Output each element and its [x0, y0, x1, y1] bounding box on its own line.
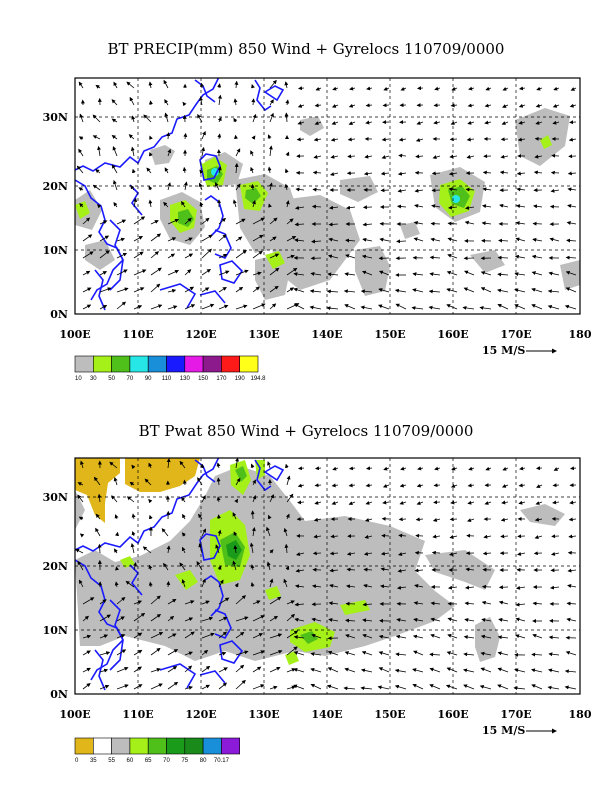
- colorbar-label: 70: [163, 758, 170, 764]
- colorbar-label: 0: [75, 758, 79, 764]
- colorbar-label: 75: [181, 758, 188, 764]
- panel-2-frame: [74, 457, 581, 695]
- x-tick-label: 150E: [374, 708, 405, 721]
- colorbar-swatch: [166, 737, 186, 755]
- x-tick-label: 120E: [185, 708, 216, 721]
- y-tick-label: 10N: [43, 624, 68, 637]
- colorbar-swatch: [184, 737, 204, 755]
- graticule: [75, 458, 580, 694]
- colorbar-swatch: [147, 737, 167, 755]
- x-tick-label: 170E: [500, 328, 531, 341]
- x-tick-label: 110E: [122, 328, 153, 341]
- panel-2-map: [75, 458, 580, 694]
- pwat-dry: [75, 458, 200, 523]
- colorbar-swatch: [93, 355, 112, 373]
- colorbar-label: 60: [127, 758, 134, 764]
- colorbar-label: 35: [90, 758, 97, 764]
- colorbar-swatch: [74, 355, 94, 373]
- colorbar-swatch: [129, 355, 149, 373]
- y-tick-label: 20N: [43, 560, 68, 573]
- colorbar-label: 70: [127, 376, 134, 382]
- panel-2-title: BT Pwat 850 Wind + Gyrelocs 110709/0000: [138, 422, 474, 440]
- scale-label-2: 15 M/S: [482, 724, 525, 737]
- y-tick-label: 10N: [43, 244, 68, 257]
- scale-label-1: 15 M/S: [482, 344, 525, 357]
- scale-arrow-2: 15 M/S: [482, 724, 557, 737]
- graticule: [75, 78, 580, 314]
- y-tick-label: 30N: [43, 491, 68, 504]
- colorbar-label: 70.17: [214, 758, 230, 764]
- scale-arrow-1: 15 M/S: [482, 344, 557, 357]
- colorbar-label: 190: [235, 376, 246, 382]
- y-tick-label: 30N: [43, 111, 68, 124]
- x-tick-label: 150E: [374, 328, 405, 341]
- colorbar-pwat: 0 35 55 60 65 70 75 80 70.17: [74, 737, 240, 764]
- x-tick-label: 120E: [185, 328, 216, 341]
- colorbar-swatch: [147, 355, 167, 373]
- colorbar-swatch: [74, 737, 94, 755]
- x-tick-label: 110E: [122, 708, 153, 721]
- y-tick-label: 0N: [50, 308, 68, 321]
- colorbar-swatch: [111, 355, 131, 373]
- precip-cyan: [211, 168, 460, 203]
- colorbar-label: 50: [108, 376, 115, 382]
- colorbar-label: 55: [108, 758, 115, 764]
- x-tick-label: 160E: [437, 708, 468, 721]
- y-tick-label: 20N: [43, 180, 68, 193]
- x-tick-label: 100E: [59, 708, 90, 721]
- colorbar-label: 65: [145, 758, 152, 764]
- colorbar-swatch: [221, 355, 240, 373]
- axis-labels: 100E 110E 120E 130E 140E 150E 160E 170E 180 0N 10N…: [43, 111, 592, 721]
- colorbar-swatch: [184, 355, 204, 373]
- x-tick-label: 130E: [248, 328, 279, 341]
- colorbar-swatch: [221, 737, 240, 755]
- colorbar-label: 80: [200, 758, 207, 764]
- colorbar-label: 130: [180, 376, 191, 382]
- precip-green: [178, 166, 470, 227]
- wind-vectors: [76, 79, 577, 311]
- colorbar-swatch: [166, 355, 186, 373]
- colorbar-swatch: [202, 355, 222, 373]
- x-tick-label: 170E: [500, 708, 531, 721]
- colorbar-label: 110: [162, 376, 172, 382]
- panel-1-map: [75, 78, 580, 314]
- x-tick-label: 140E: [311, 328, 342, 341]
- colorbar-swatch: [239, 355, 259, 373]
- colorbar-label: 150: [198, 376, 209, 382]
- x-tick-label: 140E: [311, 708, 342, 721]
- coastlines: [75, 458, 285, 691]
- wind-vectors: [75, 458, 577, 691]
- x-tick-label: 180: [569, 328, 592, 341]
- colorbar-label: 10: [75, 376, 82, 382]
- x-tick-label: 160E: [437, 328, 468, 341]
- colorbar-label: 30: [90, 376, 97, 382]
- panel-1-title: BT PRECIP(mm) 850 Wind + Gyrelocs 110709…: [107, 40, 505, 58]
- panel-1-frame: [74, 77, 581, 315]
- x-tick-label: 130E: [248, 708, 279, 721]
- colorbar-label: 170: [216, 376, 227, 382]
- colorbar-swatch: [202, 737, 222, 755]
- colorbar-precip: 10 30 50 70 90 110 130 150 170 190 194.8: [74, 355, 266, 382]
- colorbar-swatch: [129, 737, 149, 755]
- colorbar-swatch: [111, 737, 131, 755]
- pwat-dark-green: [226, 540, 242, 560]
- colorbar-label: 90: [145, 376, 152, 382]
- x-tick-label: 180: [569, 708, 592, 721]
- coastlines: [75, 78, 285, 311]
- colorbar-label: 194.8: [250, 376, 266, 382]
- x-tick-label: 100E: [59, 328, 90, 341]
- y-tick-label: 0N: [50, 688, 68, 701]
- colorbar-swatch: [93, 737, 112, 755]
